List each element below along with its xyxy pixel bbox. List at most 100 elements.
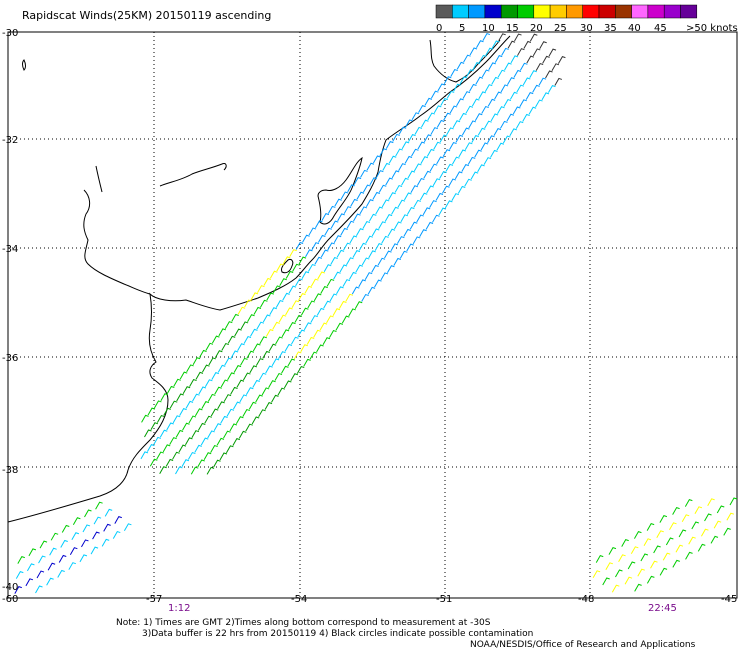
wind-barb <box>477 127 486 136</box>
wind-barb <box>408 134 416 142</box>
wind-barb <box>237 306 246 315</box>
wind-barb <box>190 466 199 475</box>
wind-barb <box>461 164 469 172</box>
wind-barb <box>488 62 496 71</box>
wind-barb <box>35 585 43 594</box>
wind-barb <box>465 105 474 114</box>
wind-barb <box>224 357 232 366</box>
wind-barb <box>81 539 89 548</box>
latitude-labels: -30 -32 -34 -36 -38 -40 <box>2 28 18 593</box>
wind-barb <box>419 229 427 237</box>
wind-barb <box>463 54 471 63</box>
wind-barb <box>500 84 509 93</box>
wind-barb <box>452 120 461 128</box>
wind-barb <box>285 307 293 316</box>
wind-barb <box>272 321 280 330</box>
legend-label: 25 <box>554 23 567 34</box>
latitude-label: -40 <box>2 582 18 593</box>
time-label-end: 22:45 <box>648 603 677 614</box>
wind-barb <box>433 105 442 114</box>
wind-barb <box>365 199 374 207</box>
wind-barb <box>323 264 332 273</box>
longitude-label: -60 <box>2 594 18 605</box>
wind-barb <box>478 91 486 100</box>
wind-barb <box>385 177 393 186</box>
wind-barb <box>292 263 300 272</box>
wind-barb <box>200 437 209 446</box>
wind-barb <box>227 335 236 344</box>
wind-barb <box>146 444 155 452</box>
wind-barb <box>278 314 287 323</box>
wind-barb <box>532 84 540 93</box>
wind-barb <box>542 55 550 64</box>
wind-barb <box>232 438 241 446</box>
wind-barb <box>697 543 706 552</box>
wind-barb <box>375 170 384 178</box>
wind-barb <box>482 32 491 41</box>
wind-barb <box>729 497 738 506</box>
wind-barb <box>300 344 308 352</box>
wind-barb <box>450 68 458 77</box>
wind-barb <box>333 271 341 280</box>
wind-barb <box>321 213 330 221</box>
latitude-label: -34 <box>2 244 18 255</box>
wind-barb <box>346 220 355 229</box>
wind-barb <box>310 278 319 287</box>
wind-barb <box>457 185 466 194</box>
wind-barb <box>159 466 167 474</box>
wind-barb <box>474 113 483 122</box>
wind-barb <box>112 530 121 539</box>
wind-barb <box>295 241 304 250</box>
wind-barb <box>491 76 499 85</box>
wind-barb <box>396 236 405 244</box>
wind-barb <box>237 343 245 352</box>
wind-barb <box>288 322 296 330</box>
legend-label: 15 <box>506 23 519 34</box>
wind-barb <box>466 69 474 78</box>
wind-barb <box>618 554 626 563</box>
wind-barb <box>242 408 250 417</box>
wind-barb <box>525 92 534 100</box>
wind-barb <box>285 270 294 279</box>
wind-barb <box>359 206 368 215</box>
wind-barb <box>545 70 553 79</box>
wind-barb <box>472 62 481 70</box>
wind-barb <box>374 243 383 251</box>
wind-barb <box>211 371 219 380</box>
wind-barb <box>459 112 467 121</box>
wind-barb <box>515 121 524 129</box>
wind-barb <box>462 91 471 99</box>
wind-barb <box>487 98 496 107</box>
wind-barb <box>433 141 441 150</box>
wind-barb <box>266 292 275 301</box>
wind-barb <box>401 141 410 150</box>
wind-barb <box>458 149 467 158</box>
lagoa-dos-patos <box>317 156 363 225</box>
wind-barb <box>605 562 614 571</box>
wind-barb <box>195 371 204 380</box>
small-island <box>22 59 26 71</box>
wind-barb <box>271 394 279 403</box>
wind-barb <box>476 40 484 49</box>
wind-barb <box>475 76 484 85</box>
wind-barb <box>211 335 220 344</box>
wind-barb <box>630 546 639 555</box>
wind-barb <box>443 112 451 121</box>
wind-barb <box>386 265 395 273</box>
wind-barb <box>46 577 54 586</box>
wind-barb <box>723 527 731 536</box>
wind-barb <box>309 351 318 360</box>
wind-barb <box>420 156 428 164</box>
wind-barb <box>501 47 509 56</box>
wind-barb <box>330 220 339 229</box>
wind-barb <box>672 559 680 568</box>
wind-barb <box>643 538 652 547</box>
wind-barb <box>326 315 334 324</box>
wind-barb <box>350 198 358 207</box>
legend-label: 20 <box>530 23 543 34</box>
wind-barb <box>172 415 181 424</box>
wind-barb <box>394 221 402 230</box>
longitude-label: -48 <box>578 594 594 605</box>
wind-barb <box>387 228 396 237</box>
legend-swatch <box>582 4 600 19</box>
